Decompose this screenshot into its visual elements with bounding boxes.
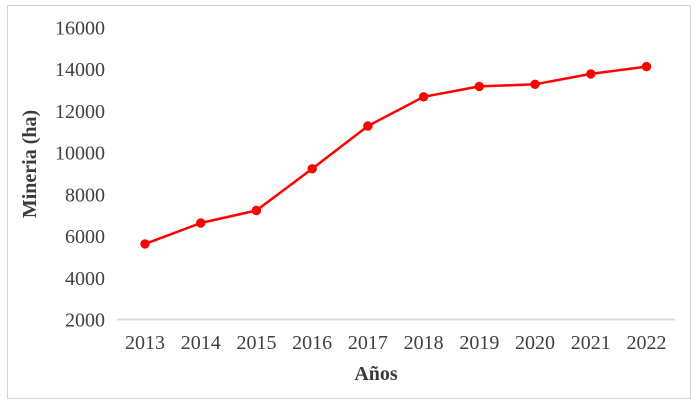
y-axis-tick-label: 10000 [55, 143, 105, 165]
y-axis-title: Mineria (ha) [19, 110, 41, 218]
x-axis-tick-label: 2013 [125, 332, 165, 354]
data-point-2018 [418, 92, 429, 102]
x-axis-tick-label: 2019 [459, 332, 499, 354]
data-point-2014 [196, 218, 206, 228]
data-point-2017 [363, 121, 373, 131]
y-axis-tick-label: 14000 [55, 59, 105, 81]
data-point-2020 [530, 79, 540, 90]
y-axis-tick-label: 2000 [65, 310, 105, 332]
x-axis-tick-label: 2016 [292, 332, 332, 354]
data-point-2019 [474, 81, 484, 92]
x-axis-tick-label: 2015 [236, 332, 276, 354]
data-point-2022 [641, 61, 652, 72]
data-point-2021 [586, 69, 596, 79]
x-axis-tick-label: 2018 [404, 332, 444, 354]
y-axis-tick-label: 8000 [65, 184, 105, 206]
y-axis-tick-label: 12000 [55, 101, 105, 123]
data-point-2015 [251, 205, 262, 216]
data-point-2013 [140, 239, 150, 249]
x-axis-tick-label: 2022 [626, 332, 666, 354]
y-axis-tick-label: 4000 [65, 268, 105, 290]
data-point-2016 [307, 164, 317, 174]
x-axis-tick-label: 2021 [571, 332, 611, 354]
x-axis-tick-label: 2014 [181, 332, 221, 354]
y-axis-tick-label: 6000 [65, 226, 105, 248]
series-line [143, 65, 648, 246]
chart-border-frame [7, 5, 691, 399]
x-axis-title: Años [354, 363, 398, 385]
x-axis-tick-label: 2017 [348, 332, 388, 354]
x-axis-tick-label: 2020 [515, 332, 555, 354]
y-axis-tick-label: 16000 [55, 18, 105, 40]
